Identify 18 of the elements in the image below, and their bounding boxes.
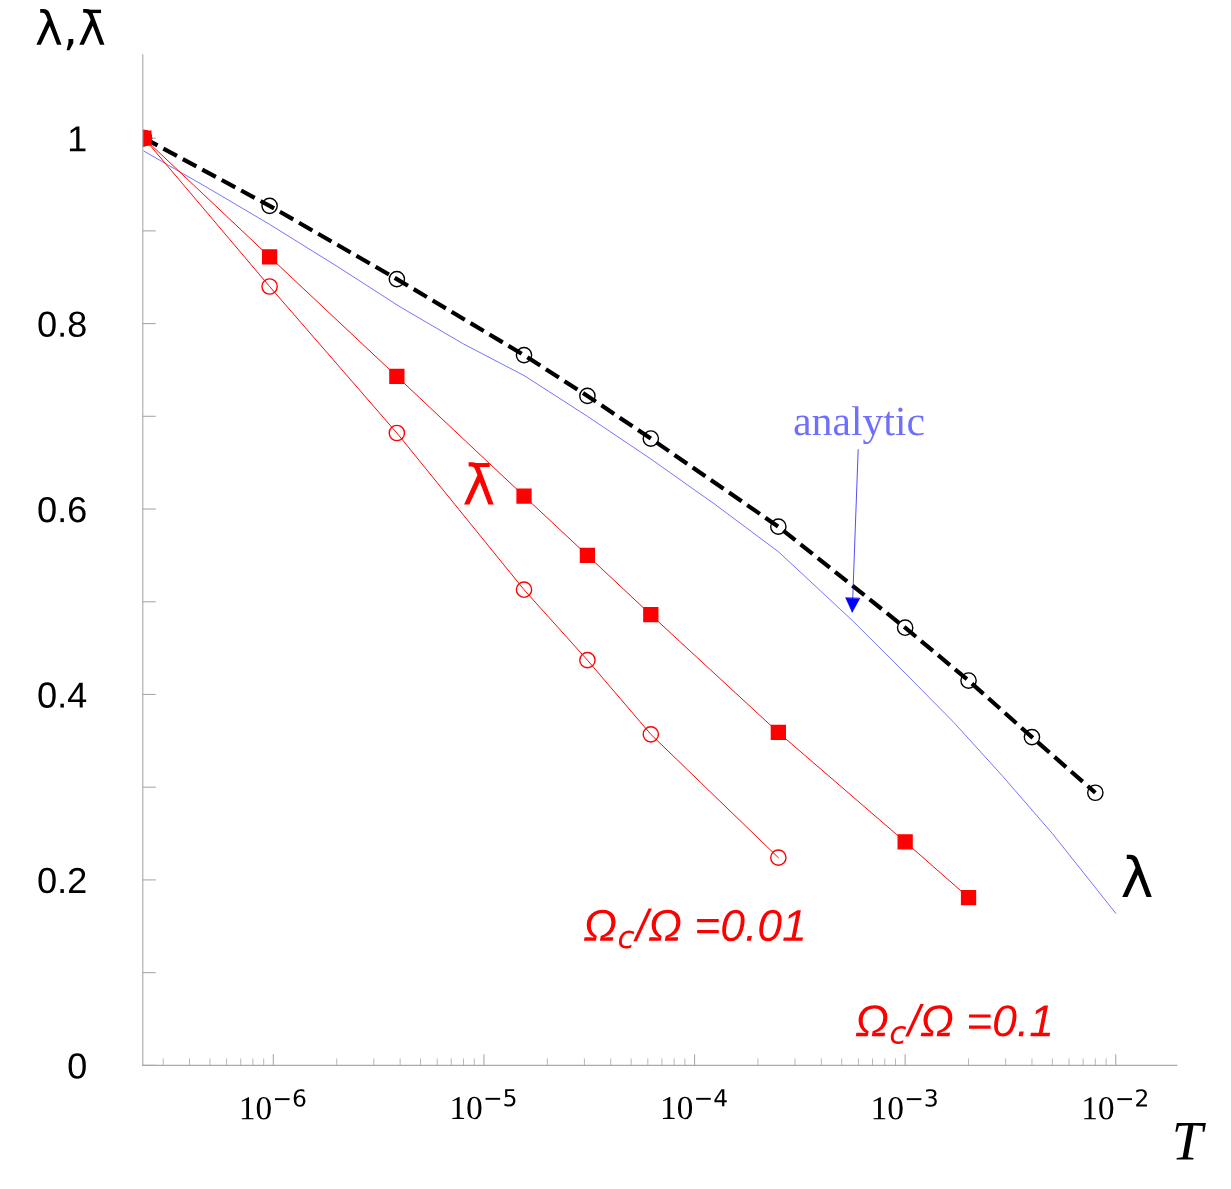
x-axis-title: T <box>1175 1123 1206 1160</box>
x-tick-label: 10$^{−5}$ <box>452 1089 516 1120</box>
x-tick-label: 10$^{−6}$ <box>241 1089 306 1120</box>
y-tick-label: 0.8 <box>38 311 86 338</box>
text: Ω$_{c}$/Ω =0.1 <box>855 1003 1051 1044</box>
y-tick-label: 0 <box>68 1053 86 1079</box>
text: analytic <box>794 406 924 445</box>
y-tick-label: 1 <box>69 126 86 152</box>
x-tick-label: 10$^{−2}$ <box>1084 1089 1147 1120</box>
x-tick-label: 10$^{−3}$ <box>873 1089 937 1120</box>
series-label: Ω$_{c}$/Ω =0.01 <box>583 908 804 949</box>
y-tick-label: 0.6 <box>38 496 86 523</box>
series-label: λ <box>1122 854 1152 897</box>
annotation: λ̄ <box>464 462 494 505</box>
y-tick-label: 0.2 <box>38 867 86 894</box>
y-tick-label: 0.4 <box>38 682 87 708</box>
x-tick-label: 10$^{−4}$ <box>662 1089 727 1120</box>
y-axis-title: λ,λ̄ <box>36 8 105 51</box>
